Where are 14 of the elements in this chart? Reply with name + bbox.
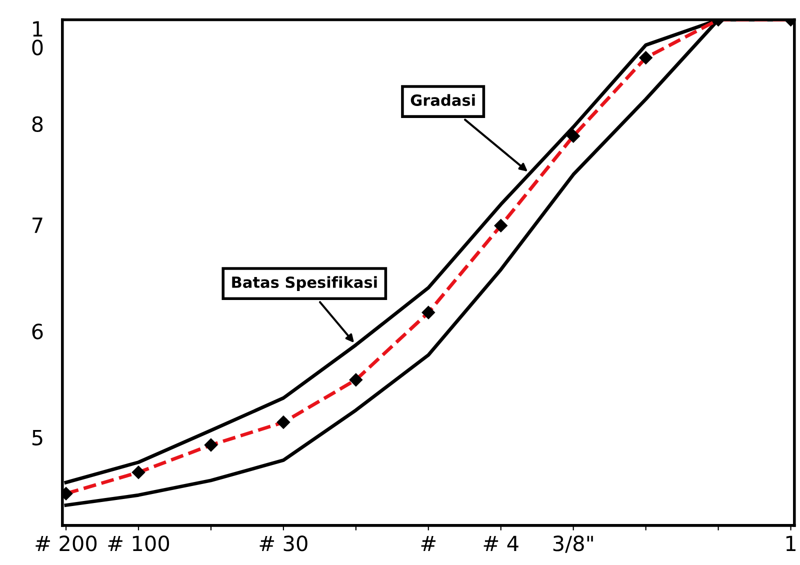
x-tick-label: 3/8"	[553, 536, 593, 553]
x-tick-label: # 100	[108, 536, 170, 552]
text: 5	[32, 430, 42, 446]
x-tick-label: # 200	[36, 536, 97, 552]
text: 7	[32, 218, 42, 233]
x-tick-label: #	[421, 536, 436, 551]
x-tick-label: # 4	[484, 536, 518, 551]
x-tick-label: # 30	[260, 536, 308, 552]
annotation: Batas Spesifikasi	[232, 276, 377, 291]
annotation: Gradasi	[410, 94, 475, 106]
x-tick-label: 1	[786, 536, 796, 551]
text: 6	[32, 324, 43, 340]
text: 8	[32, 116, 43, 132]
text: 1 0	[32, 21, 43, 56]
